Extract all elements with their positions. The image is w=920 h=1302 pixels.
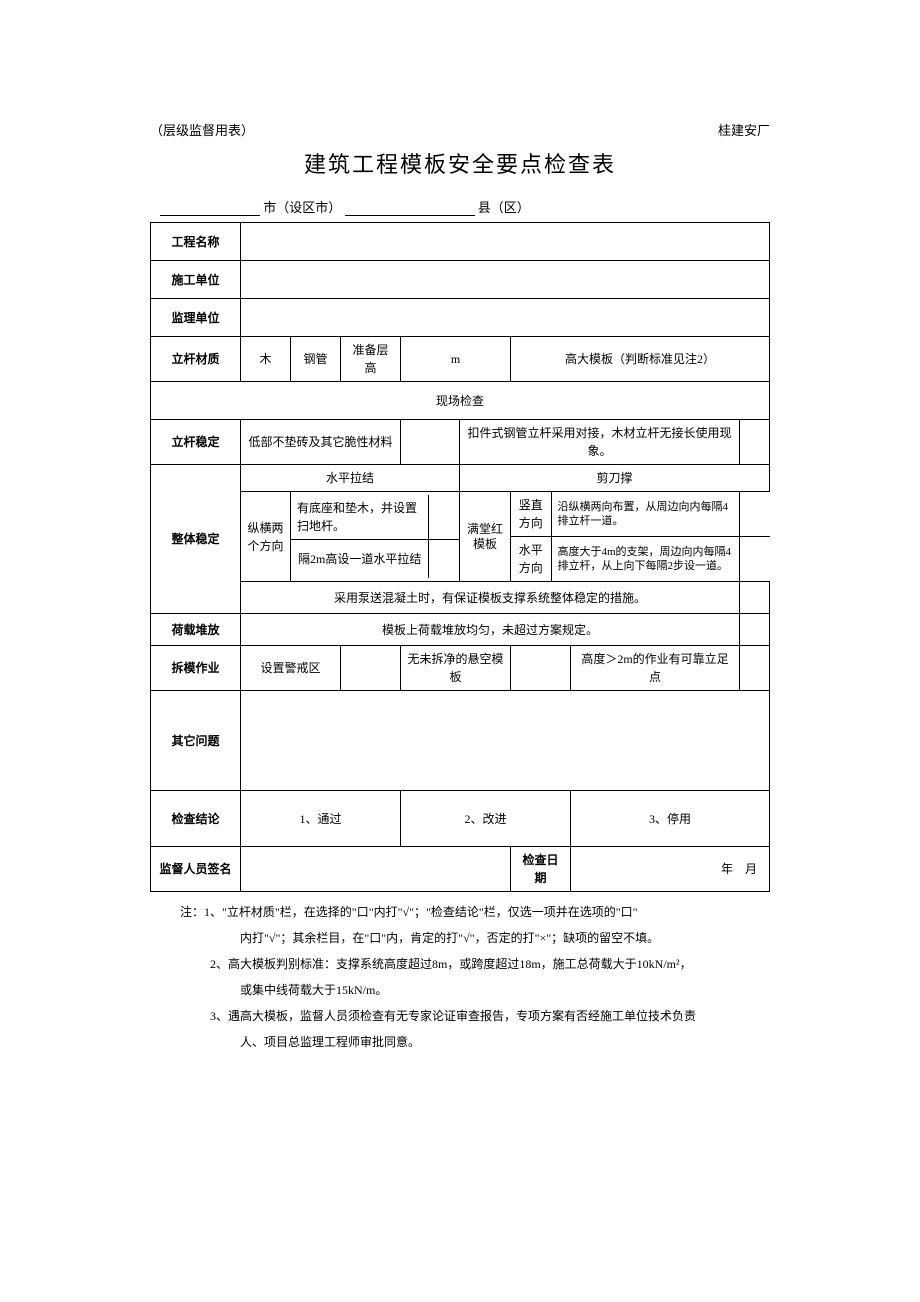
city-label: 市（设区市）	[263, 200, 341, 215]
check-2m[interactable]	[429, 540, 459, 578]
scissor-header: 剪刀撑	[459, 465, 769, 492]
header-row: （层级监督用表） 桂建安厂	[150, 120, 770, 139]
notes-section: 注：1、"立杆材质"栏，在选择的"口"内打"√"；"检查结论"栏，仅选一项并在选…	[150, 900, 770, 1054]
note-1a: 注：1、"立杆材质"栏，在选择的"口"内打"√"；"检查结论"栏，仅选一项并在选…	[180, 900, 770, 924]
opt-pass[interactable]: 1、通过	[241, 791, 401, 847]
pole-stable-1: 低部不垫砖及其它脆性材料	[241, 420, 401, 465]
check-base[interactable]	[429, 495, 459, 540]
header-left: （层级监督用表）	[150, 120, 254, 139]
onsite-header: 现场检查	[151, 382, 770, 420]
note-2b: 或集中线荷载大于15kN/m。	[180, 978, 770, 1002]
label-material: 立杆材质	[151, 337, 241, 382]
label-prep-height: 准备层高	[341, 337, 401, 382]
every-2m: 隔2m高设一道水平拉结	[291, 540, 429, 578]
header-right: 桂建安厂	[718, 120, 770, 139]
pump-rule: 采用泵送混凝土时，有保证模板支撑系统整体稳定的措施。	[241, 582, 740, 614]
vert-dir: 竖直方向	[511, 492, 551, 537]
label-conclusion: 检查结论	[151, 791, 241, 847]
pole-stable-2: 扣件式钢管立杆采用对接，木材立杆无接长使用现象。	[459, 420, 739, 465]
no-built: 无未拆净的悬空模板	[401, 646, 511, 691]
location-row: 市（设区市） 县（区）	[150, 197, 770, 216]
input-date[interactable]: 年 月	[571, 847, 770, 892]
label-pole-stable: 立杆稳定	[151, 420, 241, 465]
check-warning[interactable]	[341, 646, 401, 691]
page-title: 建筑工程模板安全要点检查表	[150, 147, 770, 179]
county-label: 县（区）	[478, 200, 530, 215]
base-pad: 有底座和垫木，并设置扫地杆。	[291, 495, 429, 540]
note-3a: 3、遇高大模板，监督人员须检查有无专家论证审查报告，专项方案有否经施工单位技术负…	[180, 1004, 770, 1028]
label-other: 其它问题	[151, 691, 241, 791]
label-signer: 监督人员签名	[151, 847, 241, 892]
input-project[interactable]	[241, 223, 770, 261]
height-2m: 高度＞2m的作业有可靠立足点	[571, 646, 740, 691]
input-construction[interactable]	[241, 261, 770, 299]
input-signer[interactable]	[241, 847, 511, 892]
city-blank[interactable]	[160, 202, 260, 216]
note-3b: 人、项目总监理工程师审批同意。	[180, 1030, 770, 1054]
load-rule: 模板上荷载堆放均匀，未超过方案规定。	[241, 614, 740, 646]
horiz-dir: 水平方向	[511, 537, 551, 582]
check-pole-2[interactable]	[740, 420, 770, 465]
check-pole-1[interactable]	[401, 420, 460, 465]
label-load: 荷载堆放	[151, 614, 241, 646]
horiz-rule: 高度大于4m的支架，周边向内每隔4排立杆，从上向下每隔2步设一道。	[551, 537, 740, 582]
mantang: 满堂红模板	[459, 492, 510, 582]
input-other[interactable]	[241, 691, 770, 791]
check-hanging[interactable]	[511, 646, 571, 691]
check-horiz[interactable]	[740, 537, 770, 582]
check-vert[interactable]	[740, 492, 770, 537]
label-whole-stable: 整体稳定	[151, 465, 241, 614]
note-1b: 内打"√"；其余栏目，在"口"内，肯定的打"√"，否定的打"×"；缺项的留空不填…	[180, 926, 770, 950]
horiz-tie-header: 水平拉结	[241, 465, 460, 492]
opt-steel[interactable]: 钢管	[291, 337, 341, 382]
opt-stop[interactable]: 3、停用	[571, 791, 770, 847]
vert-horiz-dir: 纵横两个方向	[241, 492, 291, 582]
vert-rule: 沿纵横两向布置，从周边向内每隔4排立杆一道。	[551, 492, 740, 537]
tall-template: 高大模板（判断标准见注2）	[511, 337, 770, 382]
check-load[interactable]	[740, 614, 770, 646]
opt-wood[interactable]: 木	[241, 337, 291, 382]
checklist-table: 工程名称 施工单位 监理单位 立杆材质 木 钢管 准备层高 m 高大模板（判断标…	[150, 222, 770, 892]
unit-m[interactable]: m	[401, 337, 511, 382]
note-2a: 2、高大模板判别标准：支撑系统高度超过8m，或跨度超过18m，施工总荷载大于10…	[180, 952, 770, 976]
label-project: 工程名称	[151, 223, 241, 261]
opt-improve[interactable]: 2、改进	[401, 791, 571, 847]
check-2m-work[interactable]	[740, 646, 770, 691]
warning-zone: 设置警戒区	[241, 646, 341, 691]
check-pump[interactable]	[740, 582, 770, 614]
county-blank[interactable]	[345, 202, 475, 216]
input-supervision[interactable]	[241, 299, 770, 337]
label-supervision: 监理单位	[151, 299, 241, 337]
label-date: 检查日期	[511, 847, 571, 892]
label-construction: 施工单位	[151, 261, 241, 299]
label-demolish: 拆模作业	[151, 646, 241, 691]
